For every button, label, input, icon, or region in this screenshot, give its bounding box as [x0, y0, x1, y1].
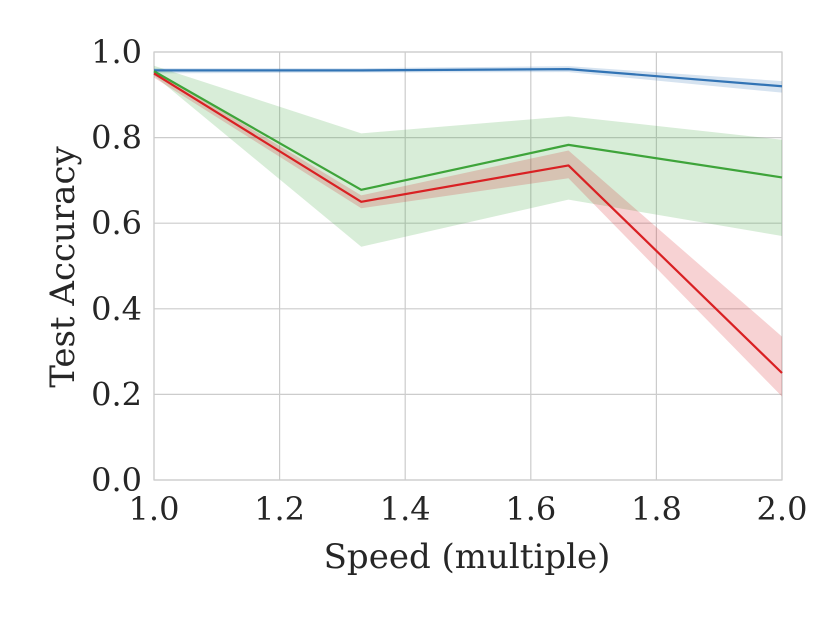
series-line-green [153, 70, 783, 191]
series-line-red [153, 72, 783, 374]
x-tick-label: 1.4 [380, 490, 431, 528]
y-axis-label: Test Accuracy [43, 146, 83, 388]
y-tick-label: 0.0 [91, 461, 142, 499]
series-line-blue [154, 68, 783, 88]
y-axis-ticks: 0.0 0.2 0.4 0.6 0.8 1.0 [91, 33, 142, 499]
y-tick-label: 0.2 [91, 375, 142, 413]
x-axis-label: Speed (multiple) [324, 537, 611, 577]
series-lines [153, 68, 783, 374]
x-tick-label: 1.2 [254, 490, 305, 528]
y-tick-label: 1.0 [91, 33, 142, 71]
x-axis-ticks: 1.0 1.2 1.4 1.6 1.8 2.0 [129, 490, 808, 528]
x-tick-label: 1.8 [631, 490, 682, 528]
y-tick-label: 0.8 [91, 119, 142, 157]
x-tick-label: 1.0 [129, 490, 180, 528]
band-red [154, 69, 782, 397]
y-tick-label: 0.6 [91, 204, 142, 242]
x-tick-label: 2.0 [757, 490, 808, 528]
plot-frame [153, 51, 783, 481]
band-green [154, 65, 782, 247]
confidence-bands [154, 65, 782, 397]
x-tick-label: 1.6 [505, 490, 556, 528]
y-tick-label: 0.4 [91, 290, 142, 328]
